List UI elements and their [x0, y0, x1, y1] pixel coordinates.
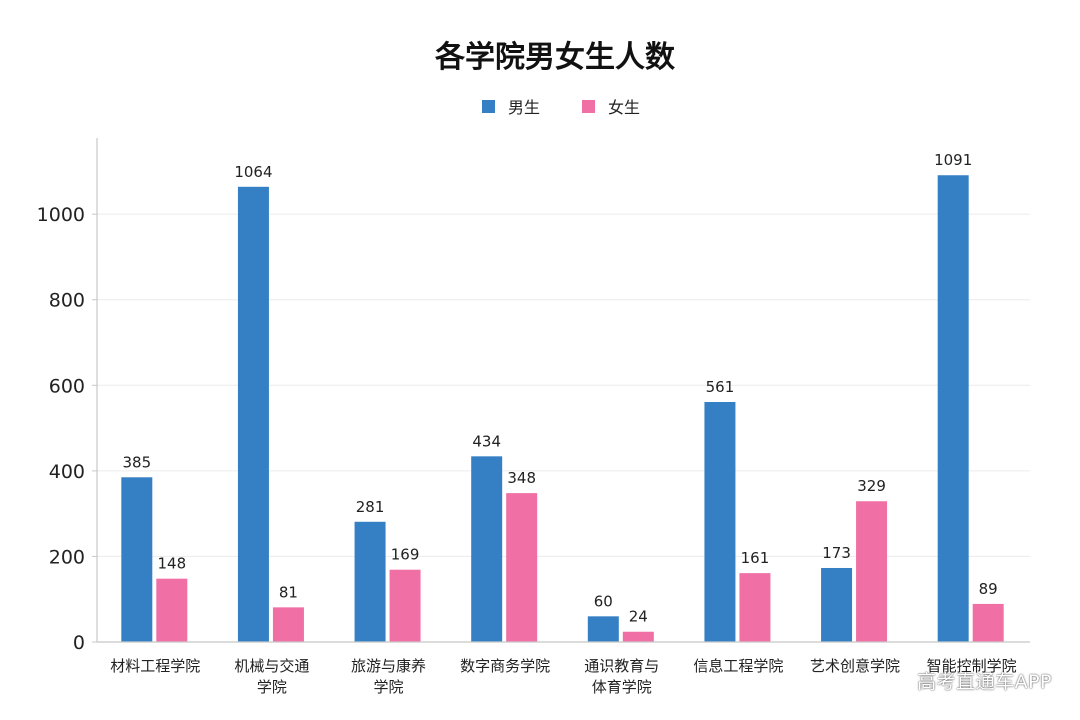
data-label: 169 [391, 546, 420, 564]
bar-female [389, 569, 421, 642]
bar-male [587, 616, 619, 642]
legend-swatch-male [482, 100, 495, 113]
y-tick-label: 600 [49, 375, 85, 397]
x-tick-label: 信息工程学院 [693, 657, 783, 675]
bar-male [471, 456, 503, 642]
bar-male [237, 186, 269, 643]
x-tick-label: 艺术创意学院 [810, 657, 900, 675]
data-label: 348 [507, 469, 536, 487]
legend-swatch-female [582, 100, 595, 113]
bar-female [856, 501, 888, 642]
chart-title: 各学院男女生人数 [434, 40, 676, 75]
bar-female [739, 573, 771, 642]
y-tick-label: 200 [49, 546, 85, 568]
data-label: 161 [741, 549, 770, 567]
data-label: 1064 [234, 163, 272, 181]
bar-male [704, 401, 736, 642]
bar-female [506, 493, 538, 642]
data-label: 1091 [934, 151, 972, 169]
data-label: 24 [629, 608, 648, 626]
bars: 385 148 1064 81 281 169 434 348 60 24 561 161 173 329… [121, 151, 1004, 643]
data-label: 81 [279, 583, 298, 601]
bar-male [821, 567, 853, 642]
bar-female [972, 603, 1004, 642]
y-tick-label: 400 [49, 461, 85, 483]
gridlines [97, 213, 1030, 557]
x-tick-label: 通识教育与 [584, 657, 659, 675]
legend-label-female: 女生 [608, 98, 640, 117]
bar-female [156, 578, 188, 642]
x-tick-label: 学院 [374, 678, 404, 696]
bar-male [937, 175, 969, 642]
y-tick-label: 800 [49, 290, 85, 312]
data-label: 434 [472, 432, 501, 450]
data-label: 281 [356, 498, 385, 516]
bar-female [622, 631, 654, 642]
watermark-text: 高考直通车APP [917, 671, 1052, 693]
x-tick-label: 材料工程学院 [110, 657, 200, 675]
data-label: 89 [979, 580, 998, 598]
x-tick-label: 体育学院 [592, 678, 652, 696]
y-tick-label: 1000 [37, 204, 85, 226]
bar-female [272, 607, 304, 642]
y-tick-label: 0 [73, 632, 85, 654]
x-tick-label: 机械与交通 [234, 657, 309, 675]
y-axis: 0 200 400 600 800 1000 [37, 138, 98, 654]
data-label: 561 [706, 378, 735, 396]
data-label: 329 [857, 477, 886, 495]
x-tick-label: 学院 [257, 678, 287, 696]
bar-male [354, 521, 386, 642]
data-label: 385 [122, 453, 151, 471]
x-tick-label: 数字商务学院 [460, 657, 550, 675]
data-label: 173 [822, 544, 851, 562]
data-label: 60 [594, 592, 613, 610]
chart-legend: 男生 女生 [482, 98, 640, 117]
legend-label-male: 男生 [508, 98, 540, 117]
bar-male [121, 477, 153, 642]
data-label: 148 [157, 555, 186, 573]
x-tick-label: 智能控制学院 [927, 657, 1017, 675]
x-tick-label: 旅游与康养 [351, 657, 426, 675]
